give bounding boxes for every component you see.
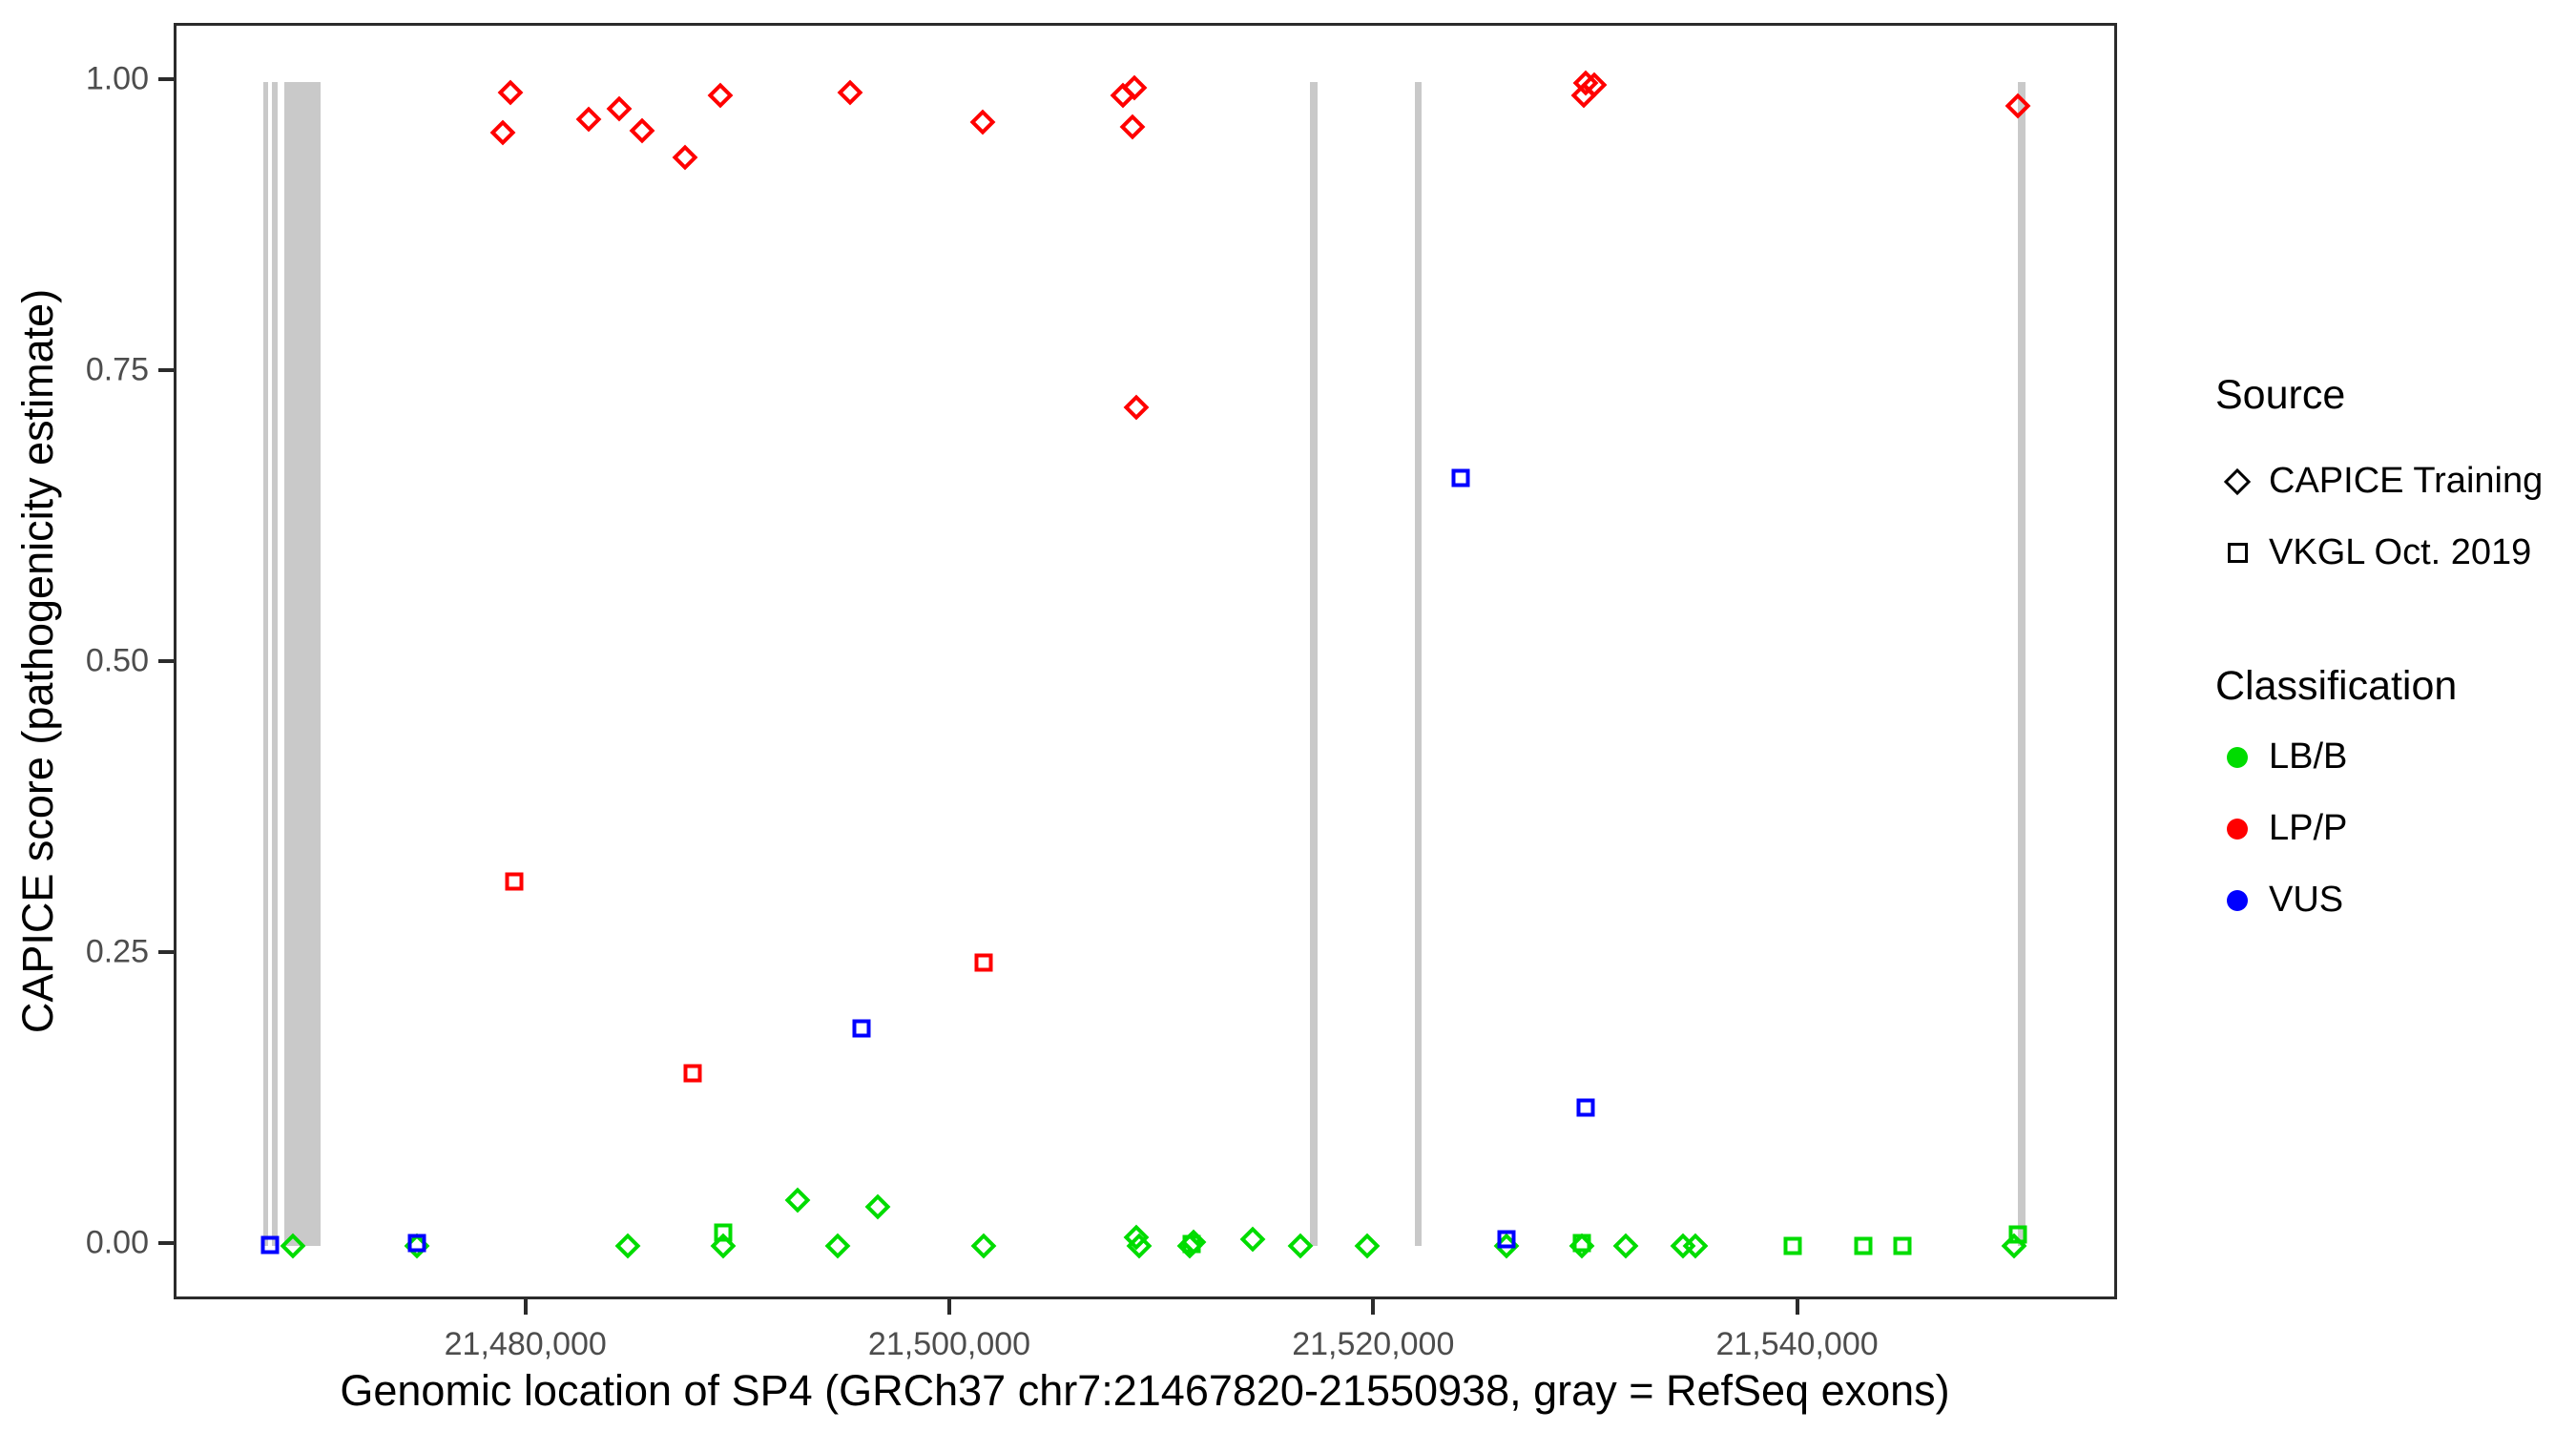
y-tick-mark xyxy=(158,367,174,372)
y-tick-label: 0.00 xyxy=(85,1224,149,1261)
refseq-exon-bar xyxy=(1310,81,1319,1247)
refseq-exon-bar xyxy=(262,81,268,1247)
legend-label: VKGL Oct. 2019 xyxy=(2269,532,2532,572)
legend-source-group: Source CAPICE Training VKGL Oct. 2019 xyxy=(2215,372,2543,589)
data-point-diamond xyxy=(707,82,734,109)
data-point-diamond xyxy=(2005,93,2031,119)
data-point-diamond xyxy=(1240,1226,1266,1253)
x-tick-label: 21,500,000 xyxy=(867,1326,1031,1362)
data-point-square xyxy=(974,953,993,972)
data-point-square xyxy=(1854,1236,1873,1255)
data-point-diamond xyxy=(1123,394,1150,421)
data-point-diamond xyxy=(1119,114,1146,140)
data-point-diamond xyxy=(1354,1233,1381,1259)
data-point-square xyxy=(714,1223,733,1242)
data-point-diamond xyxy=(489,119,516,146)
data-point-diamond xyxy=(614,1233,641,1259)
x-tick-label: 21,520,000 xyxy=(1292,1326,1455,1362)
legend-source-title: Source xyxy=(2215,372,2346,418)
legend-item-capice-training: CAPICE Training xyxy=(2215,446,2543,517)
legend-glyph xyxy=(2215,467,2259,495)
data-point-diamond xyxy=(606,95,633,122)
data-point-diamond xyxy=(837,79,863,106)
data-point-square xyxy=(260,1235,280,1255)
legend-item-lpp: LP/P xyxy=(2215,793,2543,864)
y-tick-mark xyxy=(158,1241,174,1246)
y-tick-mark xyxy=(158,76,174,81)
legend-item-lbb: LB/B xyxy=(2215,721,2543,793)
data-point-diamond xyxy=(575,106,602,133)
y-tick-mark xyxy=(158,950,174,955)
legend-label: CAPICE Training xyxy=(2269,461,2544,501)
refseq-exon-bar xyxy=(284,81,322,1247)
data-point-square xyxy=(1497,1230,1516,1249)
green-dot-icon xyxy=(2227,746,2248,768)
data-point-diamond xyxy=(672,144,698,171)
x-tick-mark xyxy=(947,1299,952,1315)
y-tick-label: 0.25 xyxy=(85,933,149,970)
data-point-diamond xyxy=(497,79,524,106)
data-point-square xyxy=(1783,1236,1802,1255)
x-tick-mark xyxy=(1371,1299,1376,1315)
data-point-diamond xyxy=(970,1233,997,1259)
data-point-square xyxy=(407,1234,426,1253)
blue-dot-icon xyxy=(2227,889,2248,911)
data-point-diamond xyxy=(784,1187,811,1213)
data-point-square xyxy=(505,872,524,891)
x-tick-label: 21,480,000 xyxy=(444,1326,607,1362)
y-tick-label: 1.00 xyxy=(85,60,149,97)
y-tick-mark xyxy=(158,659,174,663)
data-point-square xyxy=(1893,1236,1912,1255)
legend-label: LP/P xyxy=(2269,808,2348,848)
legend-glyph xyxy=(2215,543,2259,563)
red-dot-icon xyxy=(2227,818,2248,840)
legend: Source CAPICE Training VKGL Oct. 2019 Cl… xyxy=(2215,372,2543,936)
data-point-diamond xyxy=(824,1233,851,1259)
data-point-diamond xyxy=(1612,1233,1639,1259)
legend-label: VUS xyxy=(2269,880,2344,920)
legend-classification-group: Classification LB/B LP/P VUS xyxy=(2215,663,2543,936)
legend-label: LB/B xyxy=(2269,736,2348,777)
x-tick-label: 21,540,000 xyxy=(1715,1326,1879,1362)
legend-glyph xyxy=(2215,746,2259,768)
square-icon xyxy=(2227,543,2248,563)
y-tick-label: 0.75 xyxy=(85,351,149,388)
y-tick-label: 0.50 xyxy=(85,642,149,679)
data-point-square xyxy=(1572,1234,1591,1253)
legend-glyph xyxy=(2215,818,2259,840)
data-point-diamond xyxy=(629,117,655,144)
refseq-exon-bar xyxy=(1415,81,1423,1247)
legend-glyph xyxy=(2215,889,2259,911)
data-point-square xyxy=(2008,1225,2027,1244)
x-axis-title: Genomic location of SP4 (GRCh37 chr7:214… xyxy=(340,1366,1950,1415)
x-tick-mark xyxy=(1795,1299,1799,1315)
refseq-exon-bar xyxy=(271,81,278,1247)
data-point-diamond xyxy=(864,1193,891,1220)
refseq-exon-bar xyxy=(2018,81,2026,1247)
data-point-square xyxy=(683,1064,702,1082)
plot-area xyxy=(174,23,2117,1299)
data-point-square xyxy=(1451,468,1470,487)
legend-item-vkgl-oct-2019: VKGL Oct. 2019 xyxy=(2215,517,2543,589)
data-point-square xyxy=(1182,1234,1201,1254)
x-tick-mark xyxy=(523,1299,528,1315)
data-point-diamond xyxy=(969,109,996,135)
legend-classification-title: Classification xyxy=(2215,663,2458,709)
data-point-square xyxy=(852,1019,870,1038)
diamond-icon xyxy=(2223,467,2252,495)
legend-item-vus: VUS xyxy=(2215,864,2543,936)
data-point-square xyxy=(1576,1098,1595,1117)
